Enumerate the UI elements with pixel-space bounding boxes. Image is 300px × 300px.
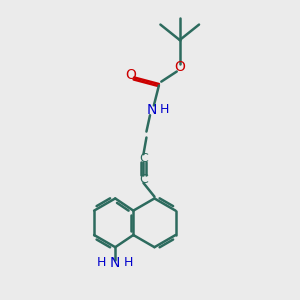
Text: N: N — [146, 103, 157, 117]
Text: H: H — [159, 103, 169, 116]
Text: N: N — [110, 256, 120, 270]
Text: O: O — [125, 68, 136, 82]
Text: C: C — [139, 172, 148, 186]
Text: O: O — [174, 60, 185, 74]
Text: H: H — [97, 256, 106, 269]
Text: C: C — [139, 152, 148, 165]
Text: H: H — [124, 256, 133, 269]
